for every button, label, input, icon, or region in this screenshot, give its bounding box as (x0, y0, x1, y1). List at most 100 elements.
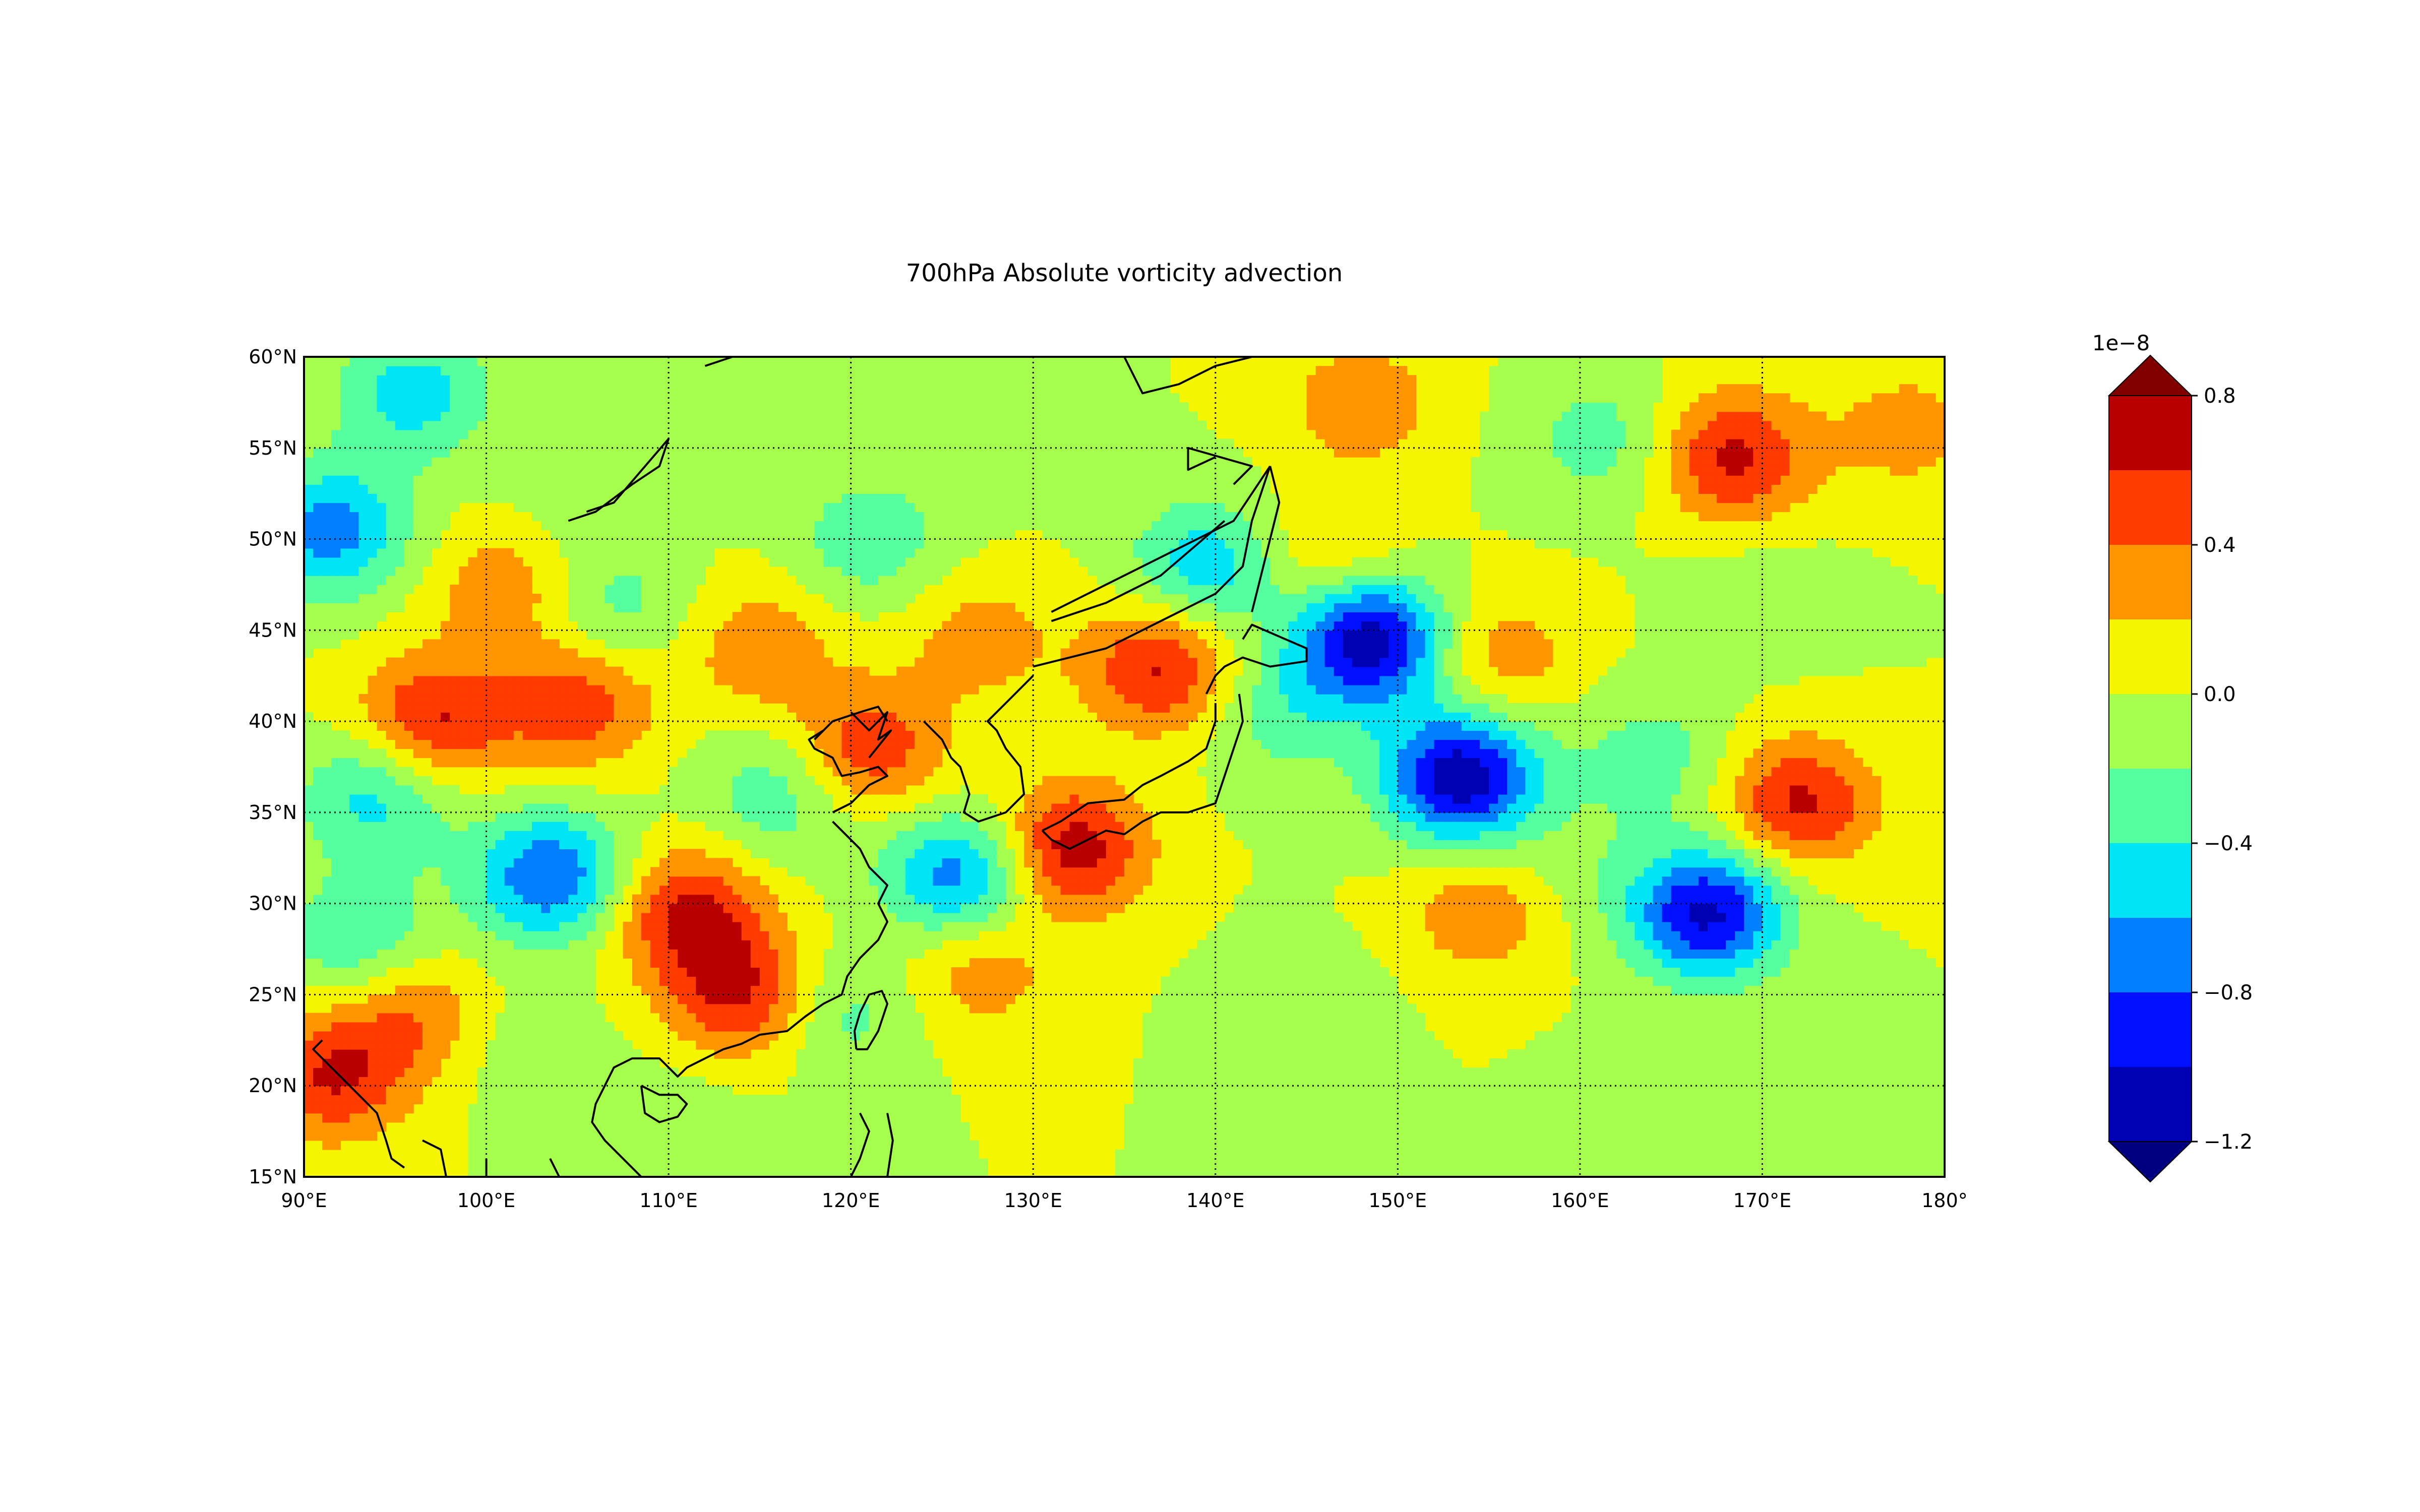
field-cell (723, 1122, 733, 1132)
field-cell (687, 967, 697, 977)
field-cell (404, 357, 414, 366)
field-cell (304, 885, 314, 895)
field-cell (778, 1095, 788, 1105)
field-cell (915, 1104, 925, 1114)
field-cell (896, 703, 906, 713)
field-cell (568, 1140, 578, 1150)
field-cell (915, 703, 925, 713)
field-cell (404, 475, 414, 485)
field-cell (841, 466, 852, 476)
field-cell (604, 612, 615, 622)
field-cell (377, 1058, 387, 1068)
field-cell (614, 840, 624, 849)
field-cell (641, 949, 651, 959)
field-cell (787, 794, 797, 804)
field-cell (750, 885, 760, 895)
field-cell (623, 812, 633, 822)
field-cell (559, 366, 569, 375)
field-cell (559, 512, 569, 522)
field-cell (550, 967, 560, 977)
field-cell (377, 703, 387, 713)
field-cell (432, 448, 441, 458)
field-cell (805, 1140, 815, 1150)
field-cell (322, 776, 332, 786)
field-cell (705, 994, 715, 1004)
field-cell (650, 366, 660, 375)
field-cell (595, 858, 606, 868)
field-cell (304, 940, 314, 950)
field-cell (404, 493, 414, 503)
field-cell (659, 903, 669, 913)
field-cell (495, 1104, 505, 1114)
field-cell (450, 912, 460, 922)
field-cell (823, 803, 833, 813)
field-cell (395, 1113, 405, 1123)
field-cell (404, 548, 414, 558)
field-cell (577, 557, 587, 567)
field-cell (614, 603, 624, 612)
field-cell (404, 384, 414, 394)
field-cell (495, 885, 505, 895)
field-cell (568, 967, 578, 977)
field-cell (541, 493, 551, 503)
field-cell (659, 612, 669, 622)
field-cell (869, 530, 879, 540)
field-cell (669, 1013, 678, 1023)
field-cell (477, 1067, 487, 1077)
field-cell (614, 1122, 624, 1132)
field-cell (577, 393, 587, 403)
field-cell (404, 1003, 414, 1014)
field-cell (860, 694, 870, 704)
field-cell (896, 457, 906, 467)
field-cell (304, 930, 314, 940)
field-cell (896, 1022, 906, 1032)
field-cell (504, 1003, 514, 1014)
field-cell (577, 420, 587, 430)
field-cell (386, 1104, 396, 1114)
field-cell (641, 1058, 651, 1068)
field-cell (568, 466, 578, 476)
field-cell (614, 448, 624, 458)
field-cell (495, 730, 505, 740)
field-cell (577, 822, 587, 831)
field-cell (723, 831, 733, 840)
field-cell (787, 621, 797, 631)
field-cell (604, 748, 615, 759)
field-cell (304, 739, 314, 749)
field-cell (349, 384, 359, 394)
field-cell (641, 393, 651, 403)
field-cell (340, 411, 350, 421)
field-cell (304, 1077, 314, 1086)
field-cell (860, 967, 870, 977)
field-cell (787, 557, 797, 567)
field-cell (769, 803, 778, 813)
field-cell (377, 1031, 387, 1041)
field-cell (377, 767, 387, 777)
field-cell (313, 794, 323, 804)
field-cell (841, 1158, 852, 1168)
field-cell (404, 894, 414, 904)
field-cell (632, 1095, 642, 1105)
field-cell (632, 493, 642, 503)
field-cell (322, 867, 332, 877)
field-cell (368, 1058, 378, 1068)
field-cell (851, 484, 861, 494)
field-cell (796, 831, 806, 840)
field-cell (349, 429, 359, 439)
field-cell (422, 776, 432, 786)
field-cell (623, 411, 633, 421)
field-cell (459, 493, 469, 503)
field-cell (404, 484, 414, 494)
field-cell (404, 694, 414, 704)
field-cell (541, 502, 551, 513)
field-cell (322, 594, 332, 603)
field-cell (522, 994, 532, 1004)
field-cell (841, 366, 852, 375)
field-cell (905, 420, 915, 430)
field-cell (441, 366, 451, 375)
field-cell (413, 375, 423, 385)
field-cell (705, 876, 715, 886)
field-cell (814, 475, 824, 485)
field-cell (386, 703, 396, 713)
field-cell (787, 767, 797, 777)
